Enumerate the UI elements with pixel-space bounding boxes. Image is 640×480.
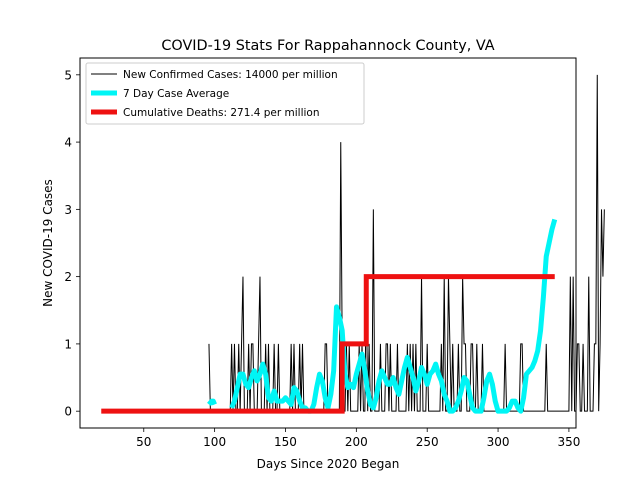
legend-label: Cumulative Deaths: 271.4 per million [123,107,320,119]
x-tick-label: 250 [416,435,439,449]
series-layer [101,74,605,414]
x-tick-label: 350 [557,435,580,449]
y-tick-label: 2 [64,270,72,284]
chart-title: COVID-19 Stats For Rappahannock County, … [161,38,494,54]
legend-label: 7 Day Case Average [123,88,229,100]
legend: New Confirmed Cases: 14000 per million 7 … [85,62,365,125]
x-tick-label: 50 [136,435,151,449]
x-tick-label: 300 [487,435,510,449]
x-tick-label: 200 [345,435,368,449]
x-axis: 50 100 150 200 250 300 350 [136,428,580,449]
y-tick-label: 1 [64,337,72,351]
x-tick-label: 150 [274,435,297,449]
series-line-7-day-average-0 [207,398,217,407]
legend-box [85,62,365,125]
series-line-new-cases [208,74,605,412]
plot-frame [79,57,577,429]
series-line-cumulative-deaths [101,274,555,414]
legend-label: New Confirmed Cases: 14000 per million [123,69,338,81]
y-tick-label: 5 [64,68,72,82]
y-axis: 0 1 2 3 4 5 [64,68,80,419]
y-tick-label: 3 [64,203,72,217]
y-axis-label: New COVID-19 Cases [41,179,55,307]
x-axis-label: Days Since 2020 Began [257,457,400,471]
x-tick-label: 100 [203,435,226,449]
y-tick-label: 0 [64,405,72,419]
series-line-7-day-average-1 [229,218,558,414]
y-tick-label: 4 [64,136,72,150]
